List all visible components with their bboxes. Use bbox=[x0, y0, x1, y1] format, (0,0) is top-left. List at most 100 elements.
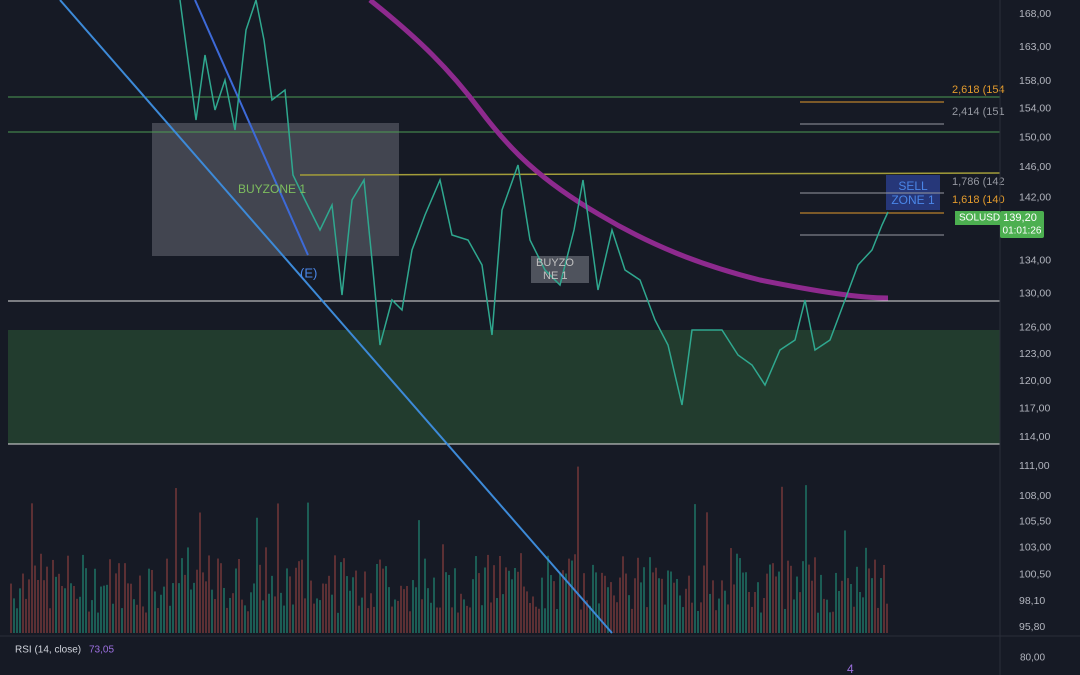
volume-bar bbox=[883, 564, 885, 633]
volume-bar bbox=[67, 555, 69, 633]
volume-bar bbox=[103, 585, 105, 633]
volume-bar bbox=[175, 488, 177, 633]
volume-bar bbox=[616, 602, 618, 633]
volume-bar bbox=[628, 595, 630, 633]
volume-bar bbox=[454, 568, 456, 633]
volume-bar bbox=[319, 600, 321, 633]
volume-bar bbox=[292, 604, 294, 633]
volume-bar bbox=[310, 580, 312, 633]
volume-bar bbox=[808, 564, 810, 633]
volume-bar bbox=[490, 602, 492, 633]
volume-bar bbox=[520, 553, 522, 633]
volume-bar bbox=[46, 566, 48, 633]
volume-bar bbox=[793, 599, 795, 633]
volume-bar bbox=[664, 604, 666, 633]
volume-bar bbox=[37, 579, 39, 633]
volume-bar bbox=[652, 572, 654, 633]
buy-zone-label: BUYZONE 1 bbox=[238, 182, 306, 196]
volume-bar bbox=[358, 605, 360, 633]
volume-bar bbox=[643, 567, 645, 633]
volume-bar bbox=[859, 591, 861, 633]
volume-bar bbox=[658, 578, 660, 633]
volume-bar bbox=[76, 598, 78, 633]
volume-bar bbox=[880, 578, 882, 633]
volume-bar bbox=[850, 584, 852, 633]
volume-bar bbox=[337, 612, 339, 633]
volume-bar bbox=[196, 569, 198, 633]
volume-bar bbox=[826, 599, 828, 633]
volume-bar bbox=[778, 571, 780, 633]
volume-bar bbox=[502, 594, 504, 633]
volume-bar bbox=[247, 611, 249, 633]
volume-bar bbox=[322, 583, 324, 633]
volume-bar bbox=[814, 557, 816, 633]
volume-bar bbox=[40, 553, 42, 633]
volume-bar bbox=[754, 591, 756, 633]
volume-bar bbox=[328, 575, 330, 633]
volume-bar bbox=[460, 593, 462, 633]
volume-bar bbox=[682, 607, 684, 633]
volume-bar bbox=[517, 571, 519, 633]
volume-bar bbox=[352, 577, 354, 633]
price-tick-label: 117,00 bbox=[1019, 403, 1050, 415]
volume-bar bbox=[871, 578, 873, 633]
fib-label: 2,618 (154 bbox=[952, 84, 1005, 96]
demand-zone bbox=[8, 330, 1000, 444]
volume-bar bbox=[766, 573, 768, 633]
volume-bar bbox=[817, 612, 819, 633]
volume-bar bbox=[157, 608, 159, 633]
volume-bar bbox=[277, 503, 279, 633]
wave-label: (E) bbox=[300, 265, 317, 280]
volume-bar bbox=[232, 593, 234, 633]
volume-bar bbox=[238, 558, 240, 633]
volume-bar bbox=[463, 599, 465, 633]
volume-bar bbox=[481, 605, 483, 633]
volume-bar bbox=[262, 600, 264, 633]
volume-bar bbox=[631, 608, 633, 633]
volume-bar bbox=[433, 577, 435, 633]
volume-bar bbox=[94, 568, 96, 633]
volume-bar bbox=[469, 607, 471, 633]
volume-bar bbox=[58, 573, 60, 633]
volume-bar bbox=[724, 590, 726, 633]
volume-bar bbox=[886, 603, 888, 633]
volume-bar bbox=[370, 593, 372, 633]
volume-bar bbox=[874, 559, 876, 633]
volume bbox=[10, 466, 888, 633]
volume-bar bbox=[208, 555, 210, 633]
volume-bar bbox=[307, 502, 309, 633]
volume-bar bbox=[796, 576, 798, 633]
volume-bar bbox=[580, 609, 582, 633]
volume-bar bbox=[529, 603, 531, 633]
volume-bar bbox=[88, 611, 90, 633]
volume-bar bbox=[673, 582, 675, 633]
volume-bar bbox=[760, 612, 762, 633]
volume-bar bbox=[607, 587, 609, 633]
volume-bar bbox=[349, 590, 351, 633]
volume-bar bbox=[34, 565, 36, 633]
volume-bar bbox=[133, 599, 135, 633]
volume-bar bbox=[721, 580, 723, 633]
volume-bar bbox=[286, 568, 288, 633]
volume-bar bbox=[523, 586, 525, 633]
volume-bar bbox=[613, 595, 615, 633]
price-tick-label: 108,00 bbox=[1019, 490, 1051, 502]
volume-bar bbox=[649, 557, 651, 633]
volume-bar bbox=[571, 560, 573, 633]
volume-bar bbox=[154, 591, 156, 633]
volume-bar bbox=[379, 559, 381, 633]
volume-bar bbox=[169, 605, 171, 633]
volume-bar bbox=[241, 599, 243, 633]
volume-bar bbox=[331, 594, 333, 633]
volume-bar bbox=[823, 598, 825, 633]
volume-bar bbox=[718, 598, 720, 633]
volume-bar bbox=[340, 562, 342, 633]
volume-bar bbox=[487, 554, 489, 633]
volume-bar bbox=[283, 605, 285, 633]
volume-bar bbox=[118, 563, 120, 633]
volume-bar bbox=[361, 597, 363, 633]
volume-bar bbox=[190, 589, 192, 633]
volume-bar bbox=[574, 554, 576, 633]
volume-bar bbox=[70, 583, 72, 633]
